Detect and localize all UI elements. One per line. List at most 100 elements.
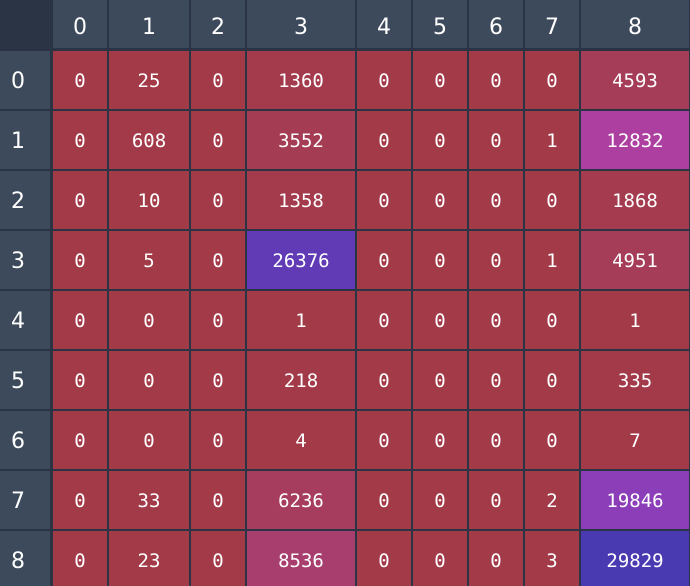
heatmap-cell [525, 411, 579, 469]
heatmap-cell-value: 0 [378, 370, 389, 392]
heatmap-cell [247, 411, 355, 469]
column-header-cell [191, 0, 245, 48]
column-header-label: 5 [433, 15, 447, 40]
heatmap-cell [413, 51, 467, 109]
heatmap-cell [525, 171, 579, 229]
heatmap-cell [191, 171, 245, 229]
heatmap-cell-value: 12832 [606, 130, 663, 152]
row-header-label: 0 [11, 69, 25, 94]
heatmap-cell [109, 111, 189, 169]
column-header-label: 8 [628, 15, 642, 40]
heatmap-cell-value: 0 [490, 430, 501, 452]
heatmap-cell-value: 0 [490, 490, 501, 512]
heatmap-cell [581, 171, 689, 229]
heatmap-cell-value: 0 [74, 490, 85, 512]
heatmap-cell-value: 0 [212, 250, 223, 272]
heatmap-cell [581, 111, 689, 169]
heatmap-cell-value: 1 [295, 310, 306, 332]
column-header-cell [413, 0, 467, 48]
heatmap-cell-value: 1 [546, 250, 557, 272]
heatmap-cell [357, 531, 411, 586]
heatmap-cell [581, 531, 689, 586]
heatmap-cell [191, 231, 245, 289]
heatmap-cell [247, 51, 355, 109]
column-header-cell [109, 0, 189, 48]
heatmap-cell [109, 531, 189, 586]
heatmap-cell [525, 471, 579, 529]
heatmap-cell [581, 291, 689, 349]
heatmap-cell [53, 111, 107, 169]
heatmap-cell-value: 0 [74, 130, 85, 152]
heatmap-cell-value: 0 [490, 370, 501, 392]
column-header-cell [53, 0, 107, 48]
heatmap-cell [53, 291, 107, 349]
row-header-cell [0, 531, 50, 586]
heatmap-cell-value: 0 [212, 370, 223, 392]
heatmap-cell-value: 3552 [278, 130, 324, 152]
heatmap-cell [109, 231, 189, 289]
row-header-label: 6 [11, 429, 25, 454]
heatmap-cell-value: 1 [629, 310, 640, 332]
heatmap-cell [469, 411, 523, 469]
row-header-cell [0, 351, 50, 409]
heatmap-cell [109, 171, 189, 229]
heatmap-cell [469, 291, 523, 349]
heatmap-cell [413, 171, 467, 229]
heatmap-cell [53, 531, 107, 586]
heatmap-cell [525, 231, 579, 289]
heatmap-cell [469, 351, 523, 409]
heatmap-cell [191, 531, 245, 586]
heatmap-cell-value: 7 [629, 430, 640, 452]
row-header-cell [0, 291, 50, 349]
heatmap-cell-value: 0 [546, 370, 557, 392]
heatmap-cell-value: 0 [143, 310, 154, 332]
heatmap-cell-value: 3 [546, 550, 557, 572]
heatmap-cell-value: 0 [490, 250, 501, 272]
heatmap-cell [109, 291, 189, 349]
heatmap-cell [53, 51, 107, 109]
heatmap-cell-value: 608 [132, 130, 166, 152]
heatmap-cell-value: 4951 [612, 250, 658, 272]
heatmap-cell-value: 1358 [278, 190, 324, 212]
heatmap-cell [469, 471, 523, 529]
heatmap-cell-value: 0 [546, 430, 557, 452]
heatmap-cell-value: 0 [74, 250, 85, 272]
heatmap-cell [247, 111, 355, 169]
row-header-cell [0, 411, 50, 469]
heatmap-cell [413, 531, 467, 586]
heatmap-cell-value: 0 [378, 130, 389, 152]
heatmap-cell-value: 0 [434, 190, 445, 212]
heatmap-cell-value: 0 [74, 370, 85, 392]
heatmap-cell [191, 51, 245, 109]
heatmap-cell-value: 0 [546, 70, 557, 92]
heatmap-cell [191, 351, 245, 409]
heatmap-cell [357, 291, 411, 349]
heatmap-cell-value: 26376 [272, 250, 329, 272]
heatmap-cell-value: 10 [138, 190, 161, 212]
heatmap-cell-value: 23 [138, 550, 161, 572]
column-header-cell [525, 0, 579, 48]
column-header-cell [469, 0, 523, 48]
column-header-label: 2 [211, 15, 225, 40]
heatmap-cell [413, 291, 467, 349]
column-header-cell [357, 0, 411, 48]
heatmap-cell-value: 0 [74, 550, 85, 572]
heatmap-cell [581, 471, 689, 529]
heatmap-cell [413, 471, 467, 529]
heatmap-cell [357, 171, 411, 229]
heatmap-cell [469, 51, 523, 109]
heatmap-cell [109, 411, 189, 469]
heatmap-cell-value: 0 [434, 370, 445, 392]
column-header-cell [581, 0, 689, 48]
heatmap-cell-value: 0 [378, 430, 389, 452]
heatmap-cell [53, 411, 107, 469]
row-header-cell [0, 471, 50, 529]
heatmap-cell [469, 111, 523, 169]
heatmap-cell [357, 351, 411, 409]
heatmap-cell [469, 231, 523, 289]
column-header-label: 0 [73, 15, 87, 40]
heatmap-cell [525, 111, 579, 169]
row-header-label: 1 [11, 129, 25, 154]
heatmap-cell-value: 0 [74, 70, 85, 92]
heatmap-cell [191, 111, 245, 169]
